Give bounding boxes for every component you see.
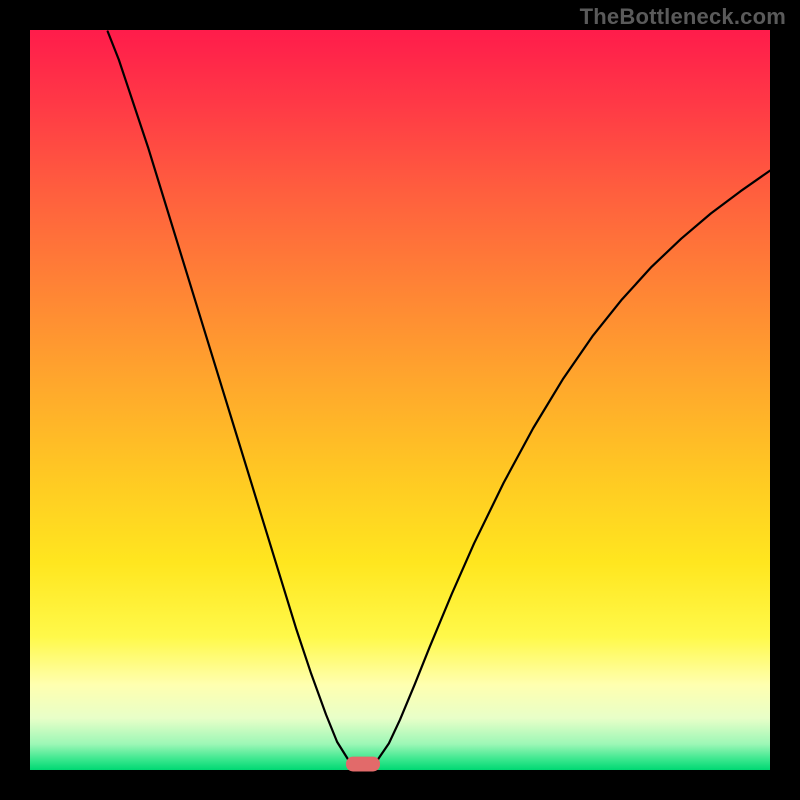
bottleneck-chart [0, 0, 800, 800]
plot-background [30, 30, 770, 770]
chart-container: { "watermark": { "text": "TheBottleneck.… [0, 0, 800, 800]
optimal-marker [346, 757, 380, 772]
watermark-text: TheBottleneck.com [580, 4, 786, 30]
